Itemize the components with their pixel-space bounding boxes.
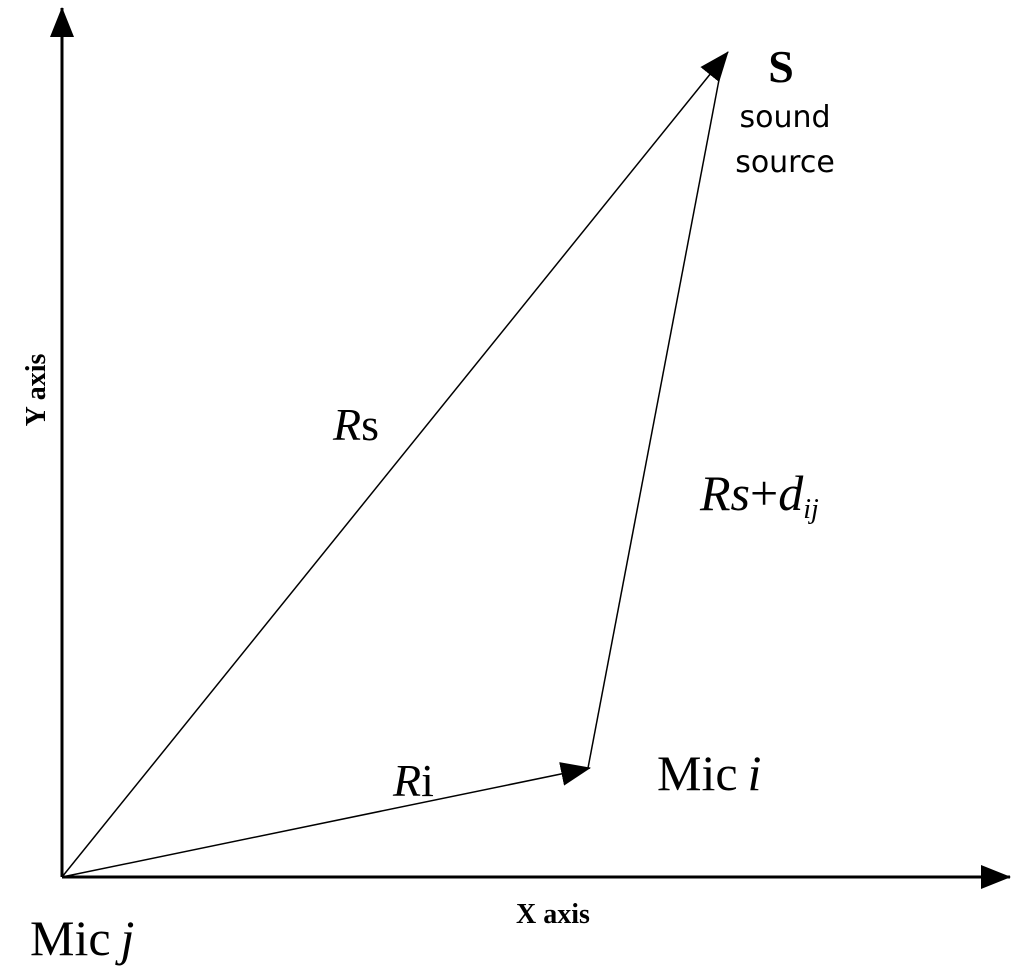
mic-i-word: Mic <box>657 745 738 801</box>
rsd-rs: Rs <box>699 465 750 521</box>
x-axis-label: X axis <box>516 899 590 930</box>
mic-j-word: Mic <box>30 910 111 966</box>
caption-line: sound <box>739 100 830 135</box>
mic-j-index: j <box>115 910 135 966</box>
mic-i-index: i <box>748 745 762 801</box>
rsd-label: Rs+dij <box>699 465 819 525</box>
vector-ri <box>61 762 591 878</box>
source-caption: source <box>735 145 835 180</box>
caption-line: source <box>735 145 835 180</box>
x-axis-text: X axis <box>516 899 590 930</box>
ri-sub: i <box>421 755 434 806</box>
rs-label: Rs <box>332 399 379 450</box>
y-axis-text: Y axis <box>21 353 52 426</box>
rsd-plus: + <box>750 465 778 521</box>
rsd-d: d <box>778 465 804 521</box>
rs-main: R <box>332 399 361 450</box>
rsd-sub: ij <box>803 494 819 525</box>
source-symbol-text: S <box>768 41 794 92</box>
y-axis-label: Y axis <box>21 353 52 426</box>
ri-label: Ri <box>392 755 434 806</box>
ri-main: R <box>392 755 421 806</box>
vector-rsd <box>587 63 723 769</box>
mic-i-label: Mic i <box>657 745 761 801</box>
rs-sub: s <box>361 399 379 450</box>
source-symbol: S <box>768 41 794 92</box>
mic-j-label: Mic j <box>30 910 134 966</box>
vector-rs <box>61 51 729 878</box>
source-caption: sound <box>739 100 830 135</box>
